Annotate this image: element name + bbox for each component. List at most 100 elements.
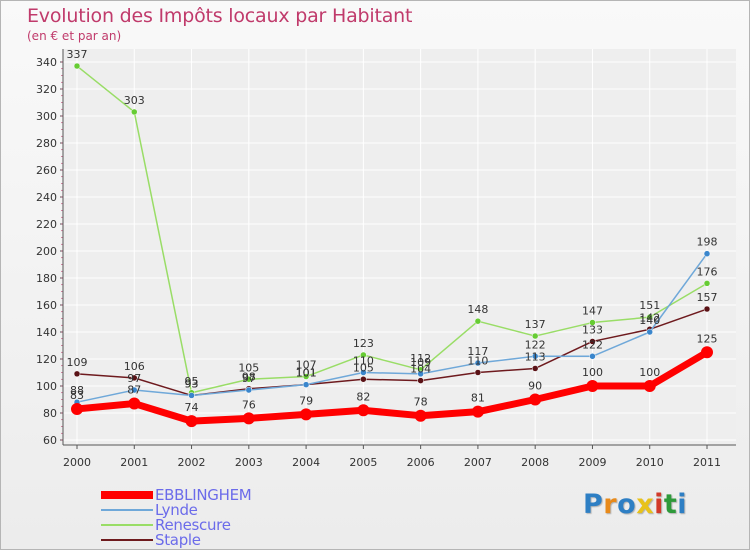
- data-point-lynde: [417, 370, 424, 378]
- data-point-staple: [360, 376, 367, 383]
- logo-letter: o: [617, 489, 637, 520]
- data-label-ebblinghem: 78: [414, 396, 428, 409]
- data-point-ebblinghem: [529, 393, 542, 406]
- data-point-ebblinghem: [643, 380, 656, 392]
- data-label-renescure: 148: [467, 303, 488, 316]
- data-point-ebblinghem: [71, 402, 83, 415]
- data-point-lynde: [245, 386, 253, 394]
- data-point-ebblinghem: [414, 409, 427, 422]
- data-point-staple: [417, 377, 424, 384]
- data-label-staple: 104: [410, 363, 431, 376]
- data-label-staple: 157: [697, 291, 718, 304]
- series-layer: [71, 62, 713, 428]
- data-point-renescure: [589, 319, 596, 326]
- data-label-lynde: 117: [467, 345, 488, 358]
- data-label-renescure: 95: [185, 375, 199, 388]
- data-point-renescure: [73, 62, 81, 70]
- data-label-lynde: 101: [296, 367, 317, 380]
- logo-letter: i: [654, 489, 664, 520]
- legend-swatch-staple: [101, 539, 153, 541]
- x-tick-label: 2010: [636, 456, 664, 469]
- data-label-ebblinghem: 79: [299, 394, 313, 407]
- data-point-renescure: [131, 108, 138, 116]
- data-label-lynde: 110: [353, 355, 374, 368]
- data-point-ebblinghem: [242, 412, 255, 425]
- x-tick-label: 2001: [120, 456, 148, 469]
- y-tick-label: 80: [43, 407, 57, 420]
- x-tick-label: 2007: [464, 456, 492, 469]
- y-tick-label: 180: [36, 272, 57, 285]
- legend-label-lynde: Lynde: [155, 501, 198, 519]
- x-tick-label: 2005: [349, 456, 377, 469]
- data-label-ebblinghem: 100: [582, 366, 603, 379]
- data-point-lynde: [646, 328, 653, 336]
- data-point-staple: [131, 374, 138, 382]
- data-point-staple: [531, 365, 539, 372]
- y-tick-label: 260: [36, 164, 57, 177]
- series-line-staple: [76, 308, 708, 397]
- y-tick-label: 100: [36, 380, 57, 393]
- data-label-renescure: 112: [410, 352, 431, 365]
- data-label-lynde: 93: [185, 377, 199, 390]
- data-label-staple: 105: [353, 361, 374, 374]
- data-point-renescure: [531, 332, 539, 340]
- data-point-renescure: [360, 351, 367, 359]
- data-label-ebblinghem: 74: [185, 401, 199, 414]
- data-label-staple: 110: [467, 355, 488, 368]
- series-line-renescure: [76, 65, 708, 394]
- y-tick-label: 240: [36, 191, 57, 204]
- x-tick-label: 2003: [235, 456, 263, 469]
- logo-letter: x: [636, 489, 655, 520]
- data-point-lynde: [531, 353, 539, 360]
- legend-swatch-ebblinghem: [101, 491, 153, 499]
- y-tick-label: 200: [36, 245, 57, 258]
- data-label-lynde: 109: [410, 356, 431, 369]
- data-label-staple: 142: [639, 311, 660, 324]
- data-label-lynde: 122: [525, 338, 546, 351]
- data-label-lynde: 88: [70, 384, 84, 397]
- data-label-ebblinghem: 100: [639, 366, 660, 379]
- y-tick-label: 320: [36, 83, 57, 96]
- y-tick-label: 300: [36, 110, 57, 123]
- data-label-lynde: 97: [127, 372, 141, 385]
- legend-swatch-renescure: [101, 524, 153, 526]
- data-point-staple: [589, 338, 596, 345]
- y-tick-label: 340: [36, 56, 57, 69]
- data-point-staple: [703, 305, 711, 313]
- data-label-lynde: 198: [697, 236, 718, 249]
- data-label-staple: 101: [296, 367, 317, 380]
- data-point-ebblinghem: [128, 397, 141, 410]
- logo-letter: t: [663, 489, 678, 520]
- y-tick-label: 140: [36, 326, 57, 339]
- legend-swatch-lynde: [101, 509, 153, 511]
- data-label-ebblinghem: 87: [127, 384, 141, 397]
- data-label-renescure: 147: [582, 305, 603, 318]
- x-tick-label: 2008: [521, 456, 549, 469]
- logo-letter: P: [583, 489, 604, 520]
- data-point-ebblinghem: [471, 405, 484, 418]
- data-point-staple: [73, 370, 81, 378]
- data-point-lynde: [703, 250, 711, 257]
- grid-layer: [63, 49, 736, 445]
- plot-background: [63, 49, 736, 445]
- data-point-ebblinghem: [586, 380, 599, 392]
- series-line-lynde: [76, 252, 708, 403]
- data-label-ebblinghem: 81: [471, 392, 485, 405]
- data-label-renescure: 337: [67, 48, 88, 61]
- data-label-renescure: 303: [124, 94, 145, 107]
- data-label-ebblinghem: 125: [697, 332, 718, 345]
- data-label-ebblinghem: 76: [242, 398, 256, 411]
- axis-layer: 60 80 100 120 140 160 180 200 220 240 260 280 300 320…: [36, 49, 736, 469]
- logo-letter: i: [677, 489, 688, 520]
- x-tick-label: 2002: [178, 456, 206, 469]
- data-label-staple: 113: [525, 350, 546, 363]
- x-tick-label: 2006: [407, 456, 435, 469]
- data-point-lynde: [131, 386, 138, 394]
- logo-letter: r: [603, 489, 618, 520]
- y-tick-label: 160: [36, 299, 57, 312]
- data-point-ebblinghem: [701, 346, 713, 359]
- legend-label-renescure: Renescure: [155, 516, 231, 534]
- chart-title: Evolution des Impôts locaux par Habitant: [27, 5, 413, 27]
- data-point-renescure: [646, 313, 653, 321]
- data-point-ebblinghem: [357, 404, 370, 417]
